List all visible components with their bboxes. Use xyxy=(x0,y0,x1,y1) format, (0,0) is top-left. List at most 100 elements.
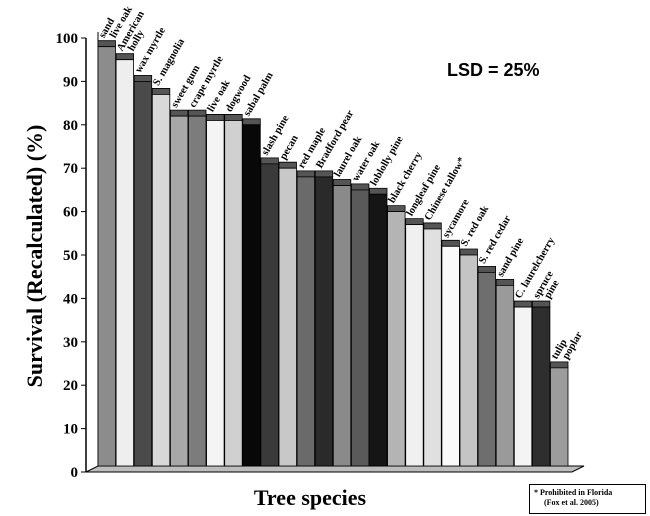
bar-top xyxy=(97,40,116,48)
bar-front xyxy=(550,367,569,467)
bar-front xyxy=(97,46,116,467)
bar-top xyxy=(459,248,478,256)
bar-top xyxy=(350,183,370,191)
y-ticks: 0 10 20 30 40 50 60 70 80 90 100 xyxy=(56,31,86,481)
y-tick-label: 10 xyxy=(63,422,78,438)
bar xyxy=(369,187,388,467)
bar-front xyxy=(224,120,243,467)
bar xyxy=(350,183,370,467)
bar-top xyxy=(369,187,388,195)
bar-front xyxy=(532,306,551,467)
bar xyxy=(332,179,352,467)
y-tick-label: 100 xyxy=(56,31,79,47)
bar-front xyxy=(296,176,316,467)
y-tick-label: 70 xyxy=(63,161,78,177)
bar-top xyxy=(224,114,243,121)
bar-front xyxy=(332,185,352,467)
bar-front xyxy=(278,167,297,467)
bar-top xyxy=(296,170,316,178)
bar-front xyxy=(151,94,171,467)
y-tick-label: 0 xyxy=(71,465,79,481)
bar xyxy=(550,361,569,467)
bar xyxy=(260,157,279,467)
bar-top xyxy=(278,161,297,169)
bar xyxy=(278,161,297,467)
bar-top xyxy=(550,361,569,369)
bar-front xyxy=(495,284,515,467)
bar-top xyxy=(405,218,424,226)
bar xyxy=(242,118,261,467)
bar-top xyxy=(513,300,533,308)
bar xyxy=(513,300,533,467)
y-tick-label: 90 xyxy=(63,74,78,90)
y-tick-label: 20 xyxy=(63,378,78,394)
bar-front xyxy=(441,245,460,467)
bar xyxy=(169,109,189,467)
bar-front xyxy=(115,59,134,467)
y-axis-title: Survival (Recalculated) (%) xyxy=(22,125,47,388)
bar xyxy=(115,53,135,467)
footnote-box: * Prohibited in Florida (Fox et al. 2005… xyxy=(529,484,646,514)
bar xyxy=(133,75,153,467)
y-tick-label: 40 xyxy=(63,291,78,307)
bar-front xyxy=(423,228,442,467)
bar xyxy=(151,88,171,467)
bar-top xyxy=(423,222,442,230)
bar xyxy=(459,248,478,467)
bar-top xyxy=(188,109,207,117)
bar-top xyxy=(206,114,225,121)
y-tick-label: 60 xyxy=(63,205,78,221)
bar xyxy=(532,300,551,467)
bar-front xyxy=(513,306,533,467)
y-tick-label: 50 xyxy=(63,248,78,264)
bar-top xyxy=(441,239,460,247)
bar xyxy=(477,265,497,467)
bar-front xyxy=(242,124,261,467)
bar-top xyxy=(151,88,171,95)
bar xyxy=(206,114,225,467)
bar-top xyxy=(115,53,135,61)
bar xyxy=(423,222,442,467)
bar xyxy=(314,170,334,467)
bar xyxy=(495,278,515,467)
bar-front xyxy=(314,176,334,467)
bar xyxy=(405,218,424,467)
bar-front xyxy=(188,115,207,467)
bar-front xyxy=(459,254,478,467)
bar-top xyxy=(332,179,352,186)
bar xyxy=(296,170,316,467)
bar-top xyxy=(242,118,261,126)
bar-top xyxy=(169,109,189,117)
bar-top xyxy=(495,278,515,286)
bar-top xyxy=(133,75,153,82)
bar-front xyxy=(477,271,497,467)
lsd-annotation: LSD = 25% xyxy=(447,60,540,80)
bar-label: pecan xyxy=(278,133,301,161)
footnote-line-1: * Prohibited in Florida xyxy=(534,488,613,497)
bar-top xyxy=(314,170,334,178)
bar-front xyxy=(260,163,279,467)
bar-front xyxy=(133,81,153,467)
bar-top xyxy=(387,205,406,213)
bar xyxy=(387,205,406,467)
chart-floor xyxy=(85,465,585,473)
bar xyxy=(441,239,460,467)
y-tick-label: 80 xyxy=(63,118,78,134)
bar-front xyxy=(387,211,406,467)
bar-top xyxy=(260,157,279,165)
bar-front xyxy=(169,115,189,467)
bar-front xyxy=(369,193,388,467)
bar-top xyxy=(532,300,551,308)
footnote-line-2: (Fox et al. 2005) xyxy=(544,498,599,507)
bar-top xyxy=(477,265,497,273)
y-tick-label: 30 xyxy=(63,335,78,351)
x-axis-title: Tree species xyxy=(254,485,367,510)
bar xyxy=(188,109,207,467)
bars xyxy=(97,40,569,467)
bar-front xyxy=(350,189,370,467)
bar-front xyxy=(405,224,424,467)
bar xyxy=(224,114,243,467)
bar-front xyxy=(206,120,225,467)
bar xyxy=(97,40,116,467)
